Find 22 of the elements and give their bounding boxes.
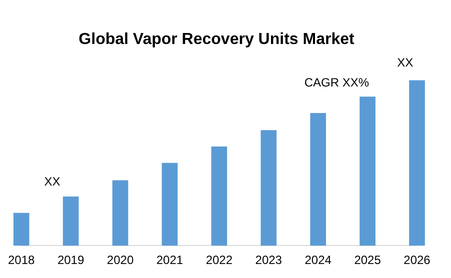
text: XX: [397, 55, 414, 70]
bar: [360, 96, 376, 246]
x-tick-label: 2025: [354, 253, 382, 268]
x-tick-label: 2026: [404, 253, 431, 268]
x-tick-label: 2021: [156, 253, 184, 268]
bar: [409, 80, 425, 246]
bar: [162, 162, 178, 246]
bar: [260, 130, 277, 246]
bar: [310, 112, 326, 246]
x-tick-label: 2018: [8, 253, 36, 268]
x-tick-label: 2019: [57, 253, 84, 268]
chart-title: Global Vapor Recovery Units Market: [78, 31, 355, 48]
x-tick-label: 2023: [255, 253, 282, 268]
bar: [62, 196, 79, 246]
annotation: XX: [44, 174, 60, 188]
x-tick-label: 2020: [106, 253, 134, 268]
bar: [13, 212, 30, 246]
x-tick-label: 2024: [304, 253, 332, 268]
x-tick-label: 2022: [206, 253, 233, 268]
bar: [112, 180, 128, 246]
annotation: CAGR XX%: [304, 75, 370, 90]
bar: [211, 146, 228, 246]
